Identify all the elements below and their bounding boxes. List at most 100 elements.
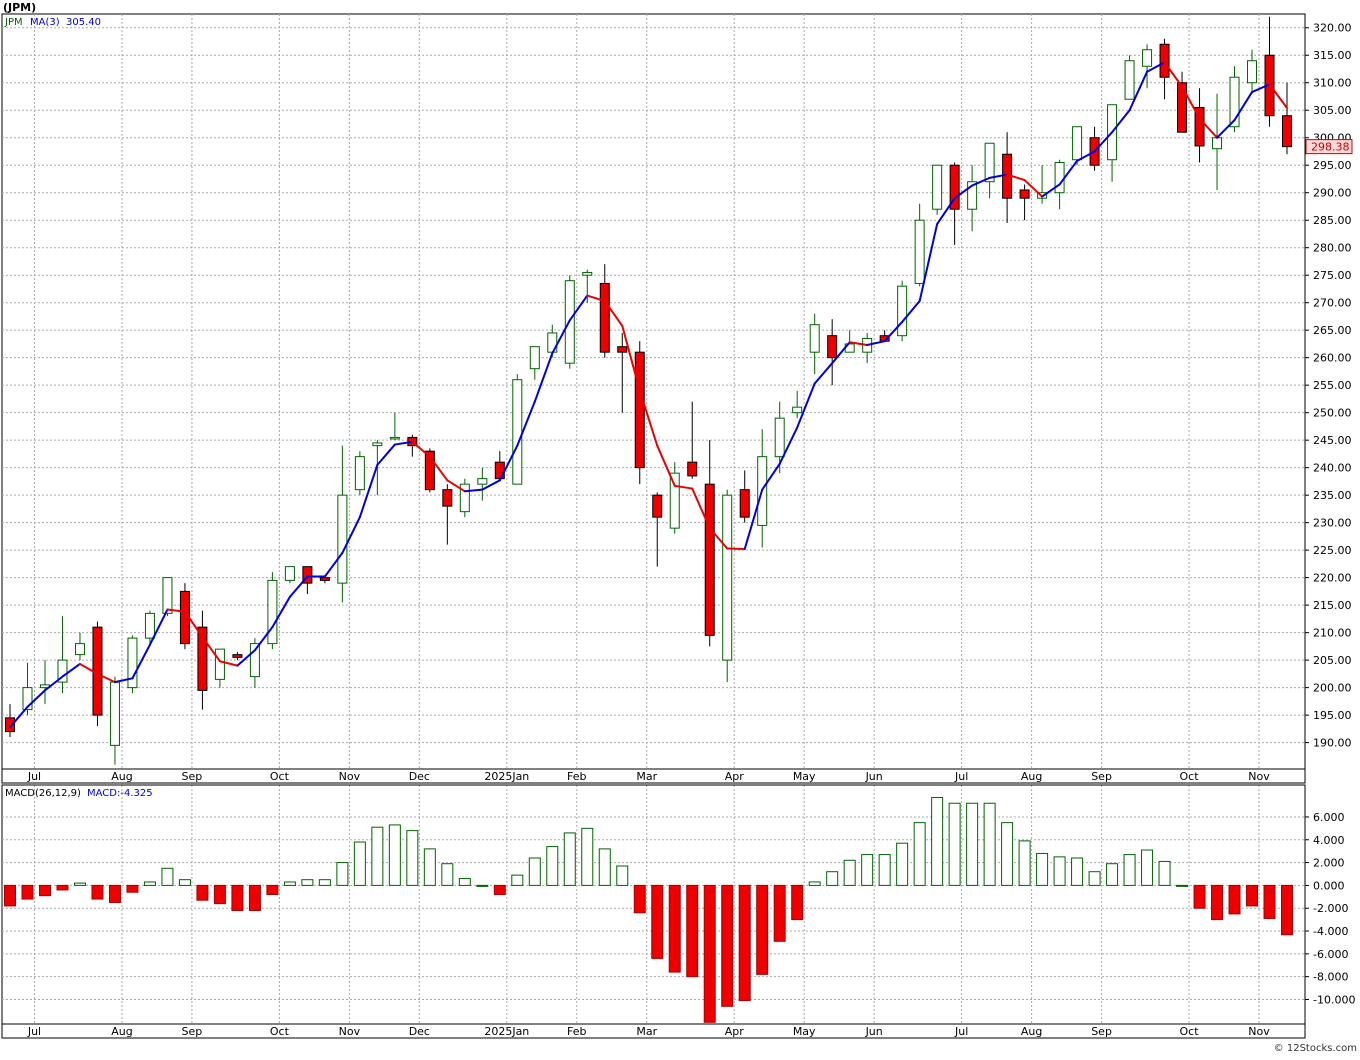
macd-bar <box>808 881 821 886</box>
price-x-tick-label: Jul <box>954 770 968 783</box>
macd-bar <box>546 846 559 886</box>
candle-body <box>109 681 120 746</box>
price-x-tick-label: Nov <box>339 770 361 783</box>
candle-body <box>704 483 715 636</box>
candle-body <box>144 612 155 639</box>
price-y-tick-label: 320.00 <box>1313 22 1352 35</box>
macd-panel: 6.000 4.000 2.000 0.000 -2.000 -4.000 -6.000 -8… <box>1 784 1355 1039</box>
macd-bar <box>266 884 279 896</box>
candle-body <box>1142 49 1153 67</box>
macd-x-tick-label: Oct <box>1180 1025 1200 1038</box>
macd-bar <box>861 854 874 886</box>
price-x-tick-label: Oct <box>1180 770 1200 783</box>
candle-body <box>74 643 85 656</box>
macd-bar <box>738 884 751 1002</box>
candle <box>1124 55 1135 100</box>
ma-line-segment <box>9 705 29 729</box>
ma-line-segment <box>96 672 116 684</box>
price-y-tick-label: 200.00 <box>1313 682 1352 695</box>
candle-body <box>897 285 908 337</box>
candle <box>739 470 750 523</box>
macd-bar <box>1106 863 1119 886</box>
candle-body <box>774 417 785 458</box>
candle <box>652 492 663 567</box>
candle <box>914 203 925 287</box>
macd-bar <box>1088 871 1101 886</box>
price-y-tick-label: 265.00 <box>1313 324 1352 337</box>
price-x-tick-label: Oct <box>270 770 290 783</box>
macd-x-tick-label: Jun <box>865 1025 883 1038</box>
candle-body <box>809 324 820 353</box>
price-x-axis-strip <box>1 768 1306 784</box>
ma-line-segment <box>971 176 991 187</box>
ma-line-segment <box>1111 109 1131 134</box>
ma-line-segment <box>1076 150 1096 162</box>
candle-body <box>512 379 523 485</box>
macd-bar <box>1158 860 1171 886</box>
price-y-tick-label: 210.00 <box>1313 627 1352 640</box>
candle <box>617 332 628 413</box>
price-y-tick-label: 290.00 <box>1313 187 1352 200</box>
candle <box>932 164 943 215</box>
price-plot-area <box>1 13 1306 770</box>
price-x-tick-label: Sep <box>1091 770 1112 783</box>
ma-line-segment <box>901 300 921 323</box>
macd-x-tick-label: Oct <box>270 1025 290 1038</box>
ma-line-segment <box>183 610 204 639</box>
macd-y-tick-label: -10.000 <box>1313 993 1355 1006</box>
macd-y-tick-label: 2.000 <box>1313 857 1345 870</box>
macd-bar <box>616 865 629 886</box>
candle <box>984 142 995 199</box>
macd-x-axis-strip <box>1 1023 1306 1039</box>
ma-line-segment <box>621 324 641 392</box>
macd-bar <box>878 854 891 886</box>
candle-body <box>354 456 365 491</box>
macd-bar <box>651 884 664 959</box>
ma-line-segment <box>1006 173 1026 182</box>
macd-bar <box>318 879 331 886</box>
macd-bar <box>441 863 454 886</box>
candle <box>669 462 680 534</box>
ma-line-segment <box>253 626 274 652</box>
price-y-tick-label: 220.00 <box>1313 572 1352 585</box>
price-y-tick-label: 225.00 <box>1313 544 1352 557</box>
candle <box>214 648 225 688</box>
candle-body <box>1194 106 1205 147</box>
ma-line-segment <box>1216 119 1236 139</box>
macd-x-tick-label: Nov <box>339 1025 361 1038</box>
price-x-tick-label: Dec <box>409 770 430 783</box>
candle-body <box>22 687 33 711</box>
candle-body <box>687 461 698 477</box>
macd-y-tick-label: -4.000 <box>1313 925 1348 938</box>
watermark: © 12Stocks.com <box>1274 1043 1357 1054</box>
macd-bar <box>91 884 104 900</box>
price-y-tick-label: 275.00 <box>1313 269 1352 282</box>
candle <box>337 445 348 603</box>
candle <box>127 635 138 694</box>
candle <box>687 401 698 479</box>
ma-line-segment <box>1146 61 1166 73</box>
price-legend-symbol: JPM <box>4 17 23 28</box>
candle <box>599 264 610 358</box>
macd-bar <box>598 848 611 886</box>
price-y-tick-label: 215.00 <box>1313 599 1352 612</box>
price-legend-indicator: MA(3) <box>30 17 60 28</box>
macd-bar <box>966 802 979 886</box>
candle <box>267 572 278 650</box>
macd-bar <box>493 884 506 896</box>
ma-line-segment <box>936 197 956 226</box>
candle-body <box>232 654 243 658</box>
ma-line-segment <box>1251 83 1271 94</box>
candle <box>827 319 838 386</box>
candle-body <box>1177 82 1188 133</box>
candle-body <box>284 566 295 581</box>
macd-x-tick-label: Dec <box>409 1025 430 1038</box>
macd-bar <box>686 884 699 978</box>
candle <box>1159 38 1170 100</box>
macd-y-tick-label: 6.000 <box>1313 811 1345 824</box>
macd-bar <box>353 841 366 886</box>
candle-body <box>1072 126 1083 161</box>
candle <box>57 616 68 694</box>
candle-body <box>162 577 173 614</box>
candle-body <box>652 494 663 518</box>
